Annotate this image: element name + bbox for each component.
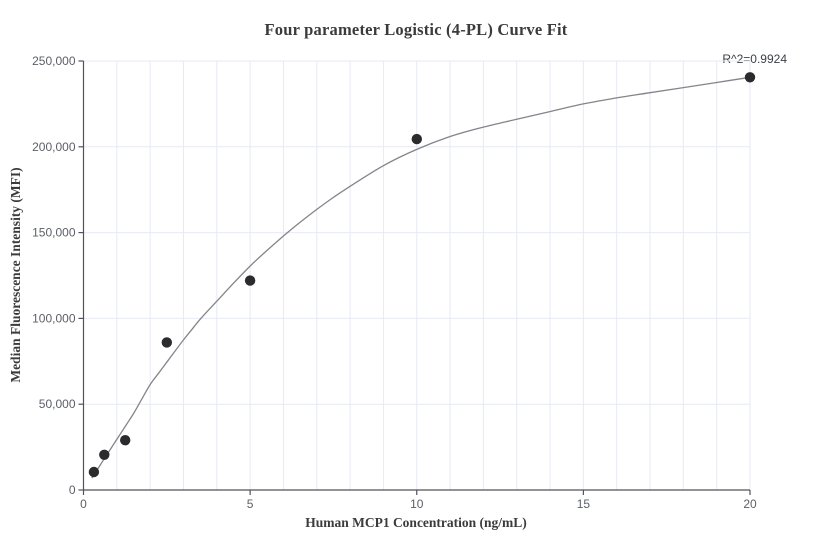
y-tick-label: 250,000	[32, 54, 76, 68]
data-point	[244, 275, 256, 286]
data-point	[120, 435, 131, 446]
y-tick-label: 0	[69, 483, 76, 497]
x-tick-label: 10	[410, 497, 424, 511]
x-tick-label: 15	[577, 497, 591, 511]
data-point	[744, 72, 756, 83]
chart-title: Four parameter Logistic (4-PL) Curve Fit	[264, 20, 568, 39]
y-tick-label: 100,000	[32, 311, 76, 325]
x-tick-label: 0	[80, 497, 87, 511]
y-tick-label: 150,000	[32, 226, 76, 240]
data-point	[88, 466, 100, 478]
x-tick-label: 5	[247, 497, 254, 511]
data-point	[161, 337, 172, 348]
x-tick-label: 20	[743, 497, 757, 511]
data-point	[411, 133, 422, 145]
y-tick-label: 200,000	[32, 140, 76, 154]
fit-curve-line	[91, 76, 751, 479]
x-axis-title: Human MCP1 Concentration (ng/mL)	[305, 515, 527, 530]
y-tick-label: 50,000	[39, 397, 76, 411]
r-squared-annotation: R^2=0.9924	[722, 52, 787, 66]
data-point	[99, 449, 110, 460]
